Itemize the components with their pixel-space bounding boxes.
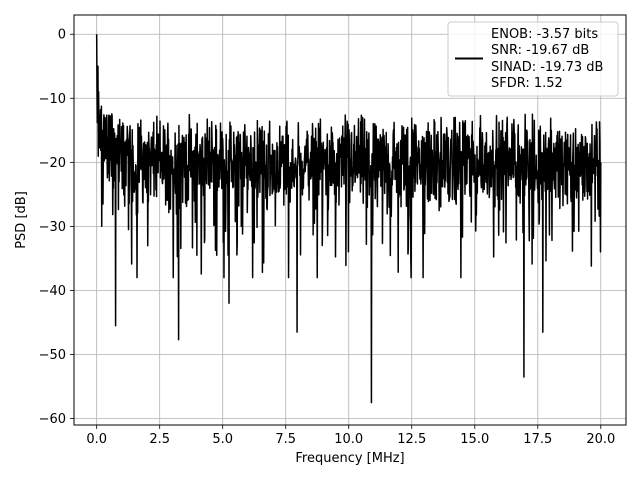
- x-tick-label: 17.5: [523, 432, 552, 447]
- legend-box: [447, 21, 619, 97]
- x-tick-label: 20.0: [586, 432, 615, 447]
- x-tick-label: 5.0: [212, 432, 233, 447]
- legend-entry-sinad: SINAD: -19.73 dB: [491, 60, 603, 75]
- y-tick-label: −50: [39, 348, 66, 363]
- y-tick-label: 0: [58, 28, 66, 43]
- x-tick-label: 10.0: [334, 432, 363, 447]
- y-tick-label: −30: [39, 220, 66, 235]
- x-tick-label: 15.0: [460, 432, 489, 447]
- psd-series: [95, 34, 602, 404]
- y-tick-label: −20: [39, 156, 66, 171]
- y-tick-label: −60: [39, 412, 66, 427]
- y-axis-label: PSD [dB]: [14, 191, 29, 249]
- legend-entry-snr: SNR: -19.67 dB: [491, 43, 589, 58]
- y-tick-label: −40: [39, 284, 66, 299]
- ticks: 0.0 2.5 5.0 7.5 10.0 12.5 15.0 17.5 20.0 0 −10 −20 −…: [39, 28, 616, 447]
- legend-entry-sfdr: SFDR: 1.52: [491, 76, 563, 91]
- x-tick-label: 12.5: [397, 432, 426, 447]
- x-tick-label: 0.0: [86, 432, 107, 447]
- psd-line: [95, 34, 602, 404]
- x-tick-label: 7.5: [275, 432, 296, 447]
- x-tick-label: 2.5: [149, 432, 170, 447]
- x-axis-label: Frequency [MHz]: [295, 451, 404, 466]
- plot-frame: [73, 14, 627, 426]
- legend-entry-enob: ENOB: -3.57 bits: [491, 27, 598, 42]
- legend: ENOB: -3.57 bits SNR: -19.67 dB SINAD: -…: [447, 21, 619, 97]
- y-tick-label: −10: [39, 92, 66, 107]
